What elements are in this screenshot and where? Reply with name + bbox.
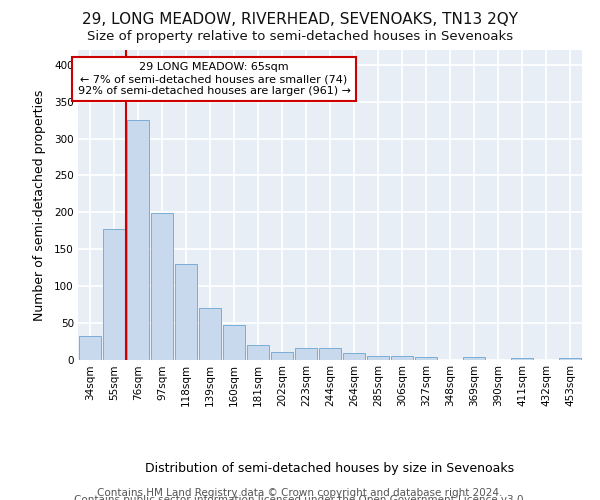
Bar <box>391 356 413 360</box>
Bar <box>151 213 173 360</box>
Bar <box>367 356 389 360</box>
X-axis label: Distribution of semi-detached houses by size in Sevenoaks: Distribution of semi-detached houses by … <box>145 462 515 475</box>
Y-axis label: Number of semi-detached properties: Number of semi-detached properties <box>33 90 46 320</box>
Text: 29, LONG MEADOW, RIVERHEAD, SEVENOAKS, TN13 2QY: 29, LONG MEADOW, RIVERHEAD, SEVENOAKS, T… <box>82 12 518 28</box>
Bar <box>103 230 125 360</box>
Bar <box>175 264 197 360</box>
Bar <box>127 120 149 360</box>
Text: Size of property relative to semi-detached houses in Sevenoaks: Size of property relative to semi-detach… <box>87 30 513 43</box>
Bar <box>79 336 101 360</box>
Bar <box>223 324 245 360</box>
Text: 29 LONG MEADOW: 65sqm
← 7% of semi-detached houses are smaller (74)
92% of semi-: 29 LONG MEADOW: 65sqm ← 7% of semi-detac… <box>77 62 350 96</box>
Bar <box>295 348 317 360</box>
Text: Contains public sector information licensed under the Open Government Licence v3: Contains public sector information licen… <box>74 495 526 500</box>
Bar <box>199 308 221 360</box>
Bar <box>415 357 437 360</box>
Bar <box>511 358 533 360</box>
Bar <box>271 352 293 360</box>
Bar <box>319 348 341 360</box>
Bar <box>559 358 581 360</box>
Bar <box>343 352 365 360</box>
Text: Contains HM Land Registry data © Crown copyright and database right 2024.: Contains HM Land Registry data © Crown c… <box>97 488 503 498</box>
Bar <box>463 357 485 360</box>
Bar <box>247 344 269 360</box>
